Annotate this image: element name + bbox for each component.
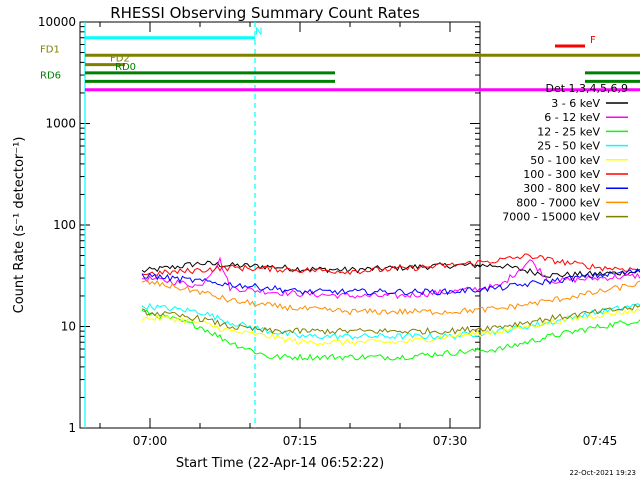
footer-timestamp: 22-Oct-2021 19:23 — [570, 469, 636, 477]
chart-title: RHESSI Observing Summary Count Rates — [110, 4, 420, 22]
x-tick-label: 07:15 — [283, 434, 318, 448]
status-bar-label: F — [590, 35, 596, 46]
y-tick-label: 1 — [68, 421, 76, 435]
legend-label: 12 - 25 keV — [537, 125, 600, 138]
series-line — [141, 260, 640, 279]
x-tick-label: 07:45 — [583, 434, 618, 448]
series-lines — [141, 253, 640, 361]
series-line — [141, 268, 640, 296]
legend-label: 800 - 7000 keV — [516, 196, 600, 209]
plot-area — [79, 21, 481, 429]
series-line — [141, 253, 640, 276]
legend-label: 100 - 300 keV — [523, 168, 600, 181]
legend-title: Det 1,3,4,5,6,9 — [545, 82, 628, 95]
x-axis-label: Start Time (22-Apr-14 06:52:22) — [176, 456, 384, 471]
y-tick-label: 10 — [61, 320, 76, 334]
status-bar-label: RD6 — [40, 70, 61, 81]
x-tick-label: 07:30 — [433, 434, 468, 448]
status-bar-label: RD0 — [115, 62, 136, 73]
status-bars: NFFD1FD2RD0RD6A0A1 — [40, 27, 640, 92]
legend-label: 50 - 100 keV — [530, 154, 600, 167]
status-bar-label: FD2 — [110, 54, 130, 65]
legend-label: 7000 - 15000 keV — [502, 211, 600, 224]
status-bar-label: FD1 — [40, 44, 60, 55]
series-line — [141, 307, 640, 346]
status-bar-label: N — [255, 27, 262, 38]
y-axis-label: Count Rate (s⁻¹ detector⁻¹) — [12, 137, 27, 314]
series-line — [142, 256, 640, 300]
plot-frame — [79, 21, 481, 429]
y-tick-label: 1000 — [45, 117, 76, 131]
y-axis: 1 10 100 1000 10000 — [38, 15, 480, 435]
legend-label: 300 - 800 keV — [523, 182, 600, 195]
y-tick-label: 10000 — [38, 15, 76, 29]
series-line — [141, 278, 640, 316]
x-tick-label: 07:00 — [133, 434, 168, 448]
legend-label: 6 - 12 keV — [544, 111, 600, 124]
legend-label: 3 - 6 keV — [551, 97, 600, 110]
series-line — [141, 303, 640, 335]
series-line — [141, 309, 640, 361]
y-tick-label: 100 — [53, 218, 76, 232]
legend-label: 25 - 50 keV — [537, 140, 600, 153]
